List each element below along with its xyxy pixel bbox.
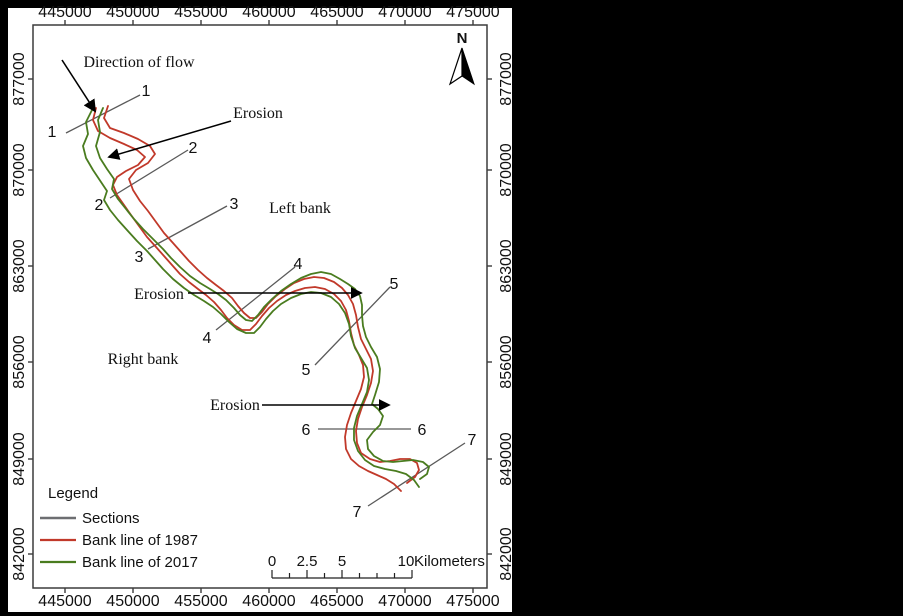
y-axis-label-right: 849000 <box>498 432 515 485</box>
section-label-7: 7 <box>468 432 477 449</box>
section-label-6: 6 <box>418 422 427 439</box>
section-label-7: 7 <box>353 504 362 521</box>
y-axis-label-left: 856000 <box>11 335 28 388</box>
section-line-2 <box>109 149 189 199</box>
section-label-3: 3 <box>230 196 239 213</box>
section-line-1 <box>65 94 141 134</box>
section-label-2: 2 <box>95 197 104 214</box>
direction-of-flow-label: Direction of flow <box>83 54 195 71</box>
x-axis-label-bottom: 445000 <box>38 593 91 610</box>
section-label-5: 5 <box>302 362 311 379</box>
y-axis-label-right: 870000 <box>498 143 515 196</box>
legend: Legend Sections Bank line of 1987 Bank l… <box>40 485 198 571</box>
x-axis-label-top: 470000 <box>378 4 431 21</box>
scalebar-label: 5 <box>338 553 346 570</box>
x-axis-label-top: 445000 <box>38 4 91 21</box>
y-axis-label-left: 877000 <box>11 52 28 105</box>
x-axis-label-top: 455000 <box>174 4 227 21</box>
x-axis-label-top: 465000 <box>310 4 363 21</box>
x-axis-label-bottom: 455000 <box>174 593 227 610</box>
x-axis-label-top: 450000 <box>106 4 159 21</box>
x-axis-label-bottom: 470000 <box>378 593 431 610</box>
legend-title: Legend <box>48 485 98 502</box>
scalebar-label: 0 <box>268 553 276 570</box>
section-line-3 <box>147 205 228 250</box>
y-axis-label-left: 870000 <box>11 143 28 196</box>
bankline-2017-east <box>95 107 430 480</box>
section-label-4: 4 <box>294 256 303 273</box>
section-label-2: 2 <box>189 140 198 157</box>
x-axis-label-top: 475000 <box>446 4 499 21</box>
scalebar-label: 2.5 <box>297 553 318 570</box>
direction-of-flow-arrow <box>61 59 97 113</box>
section-label-5: 5 <box>390 276 399 293</box>
scalebar-unit-label: Kilometers <box>414 553 485 570</box>
legend-item-bankline-2017: Bank line of 2017 <box>82 554 198 571</box>
x-axis-label-top: 460000 <box>242 4 295 21</box>
erosion-label: Erosion <box>210 397 260 414</box>
y-axis-label-left: 863000 <box>11 239 28 292</box>
section-label-6: 6 <box>302 422 311 439</box>
section-label-3: 3 <box>135 249 144 266</box>
section-label-1: 1 <box>142 83 151 100</box>
x-axis-label-bottom: 450000 <box>106 593 159 610</box>
map-generated-layer: 445000 445000 450000 450000 455000 455000 4600… <box>11 4 515 610</box>
y-axis-label-left: 849000 <box>11 432 28 485</box>
north-arrow-label: N <box>457 30 468 47</box>
section-label-1: 1 <box>48 124 57 141</box>
erosion-label: Erosion <box>233 105 283 122</box>
y-axis-label-right: 856000 <box>498 335 515 388</box>
y-axis-label-right: 863000 <box>498 239 515 292</box>
bankline-2017-west <box>82 109 420 488</box>
map-frame <box>32 24 488 589</box>
legend-item-bankline-1987: Bank line of 1987 <box>82 532 198 549</box>
section-line-5 <box>314 286 391 366</box>
y-axis-label-left: 842000 <box>11 527 28 580</box>
x-axis-label-bottom: 460000 <box>242 593 295 610</box>
erosion-label: Erosion <box>134 286 184 303</box>
y-axis-label-right: 842000 <box>498 527 515 580</box>
erosion-arrow <box>107 120 232 160</box>
legend-item-sections: Sections <box>82 510 140 527</box>
scalebar-label: 10 <box>398 553 415 570</box>
section-label-4: 4 <box>203 330 212 347</box>
x-axis-label-bottom: 475000 <box>446 593 499 610</box>
x-axis-label-bottom: 465000 <box>310 593 363 610</box>
north-arrow-right-half <box>461 47 475 86</box>
y-axis-label-right: 877000 <box>498 52 515 105</box>
left-bank-label: Left bank <box>269 200 331 217</box>
north-arrow: N <box>448 30 475 86</box>
right-bank-label: Right bank <box>108 351 179 368</box>
